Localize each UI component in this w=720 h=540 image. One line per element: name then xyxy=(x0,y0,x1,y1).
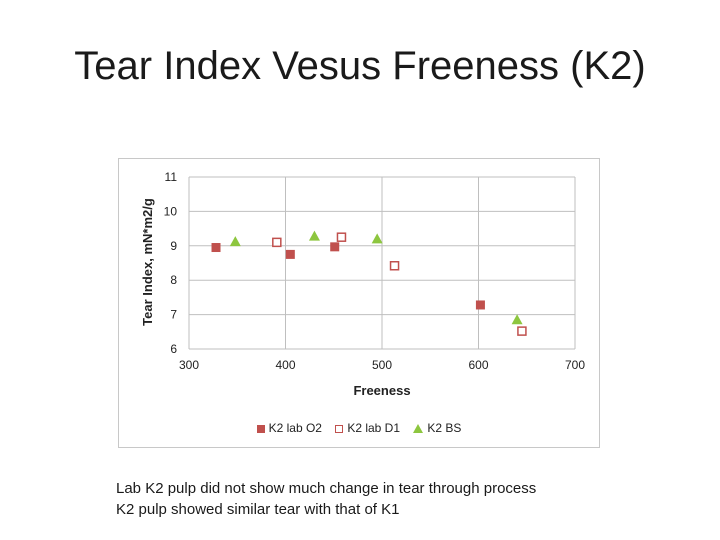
data-point-k2-bs xyxy=(371,233,383,244)
legend-item-k2-bs: K2 BS xyxy=(413,421,461,435)
legend-label: K2 BS xyxy=(427,421,462,435)
legend-item-k2-lab-d1: K2 lab D1 xyxy=(335,421,400,435)
chart-frame: 6 7 8 9 10 11 300 400 500 600 700 Freeness Tear In… xyxy=(118,158,600,448)
data-point-k2-lab-d1 xyxy=(272,237,282,248)
slide-title: Tear Index Vesus Freeness (K2) xyxy=(74,44,646,88)
filled-square-marker-icon xyxy=(256,424,265,433)
chart-legend: K2 lab O2 K2 lab D1 K2 BS xyxy=(119,421,599,435)
y-tick-label: 9 xyxy=(170,239,177,253)
x-tick-label: 400 xyxy=(275,358,295,372)
data-point-k2-lab-d1 xyxy=(517,326,527,336)
data-point-k2-lab-o2 xyxy=(330,242,340,252)
legend-item-k2-lab-o2: K2 lab O2 xyxy=(256,421,322,435)
x-tick-label: 600 xyxy=(468,358,488,372)
y-tick-label: 10 xyxy=(164,204,178,218)
data-point-k2-lab-o2 xyxy=(285,249,295,259)
data-point-k2-bs xyxy=(229,236,241,247)
y-tick-label: 7 xyxy=(170,308,177,322)
scatter-chart: 6 7 8 9 10 11 300 400 500 600 700 Freeness Tear In… xyxy=(140,170,585,398)
x-tick-label: 300 xyxy=(179,358,199,372)
note-line: K2 pulp showed similar tear with that of… xyxy=(116,501,400,518)
note-line: Lab K2 pulp did not show much change in … xyxy=(116,480,537,497)
data-point-k2-lab-o2 xyxy=(475,300,485,310)
slide-notes: Lab K2 pulp did not show much change in … xyxy=(116,478,536,520)
data-point-k2-bs xyxy=(308,230,320,241)
x-axis-label: Freeness xyxy=(353,383,410,398)
x-tick-label: 500 xyxy=(372,358,392,372)
y-tick-label: 11 xyxy=(165,170,178,184)
triangle-marker-icon xyxy=(413,424,424,434)
data-point-k2-bs xyxy=(511,314,523,325)
data-point-k2-lab-d1 xyxy=(389,261,400,271)
open-square-marker-icon xyxy=(335,424,344,433)
x-tick-label: 700 xyxy=(565,358,585,372)
y-axis-label: Tear Index, mN*m2/g xyxy=(140,198,155,326)
data-point-k2-lab-d1 xyxy=(336,232,347,242)
legend-label: K2 lab D1 xyxy=(347,421,401,435)
data-point-k2-lab-o2 xyxy=(211,243,221,253)
legend-label: K2 lab O2 xyxy=(268,421,322,435)
y-tick-label: 6 xyxy=(170,342,177,356)
y-tick-label: 8 xyxy=(170,273,177,287)
